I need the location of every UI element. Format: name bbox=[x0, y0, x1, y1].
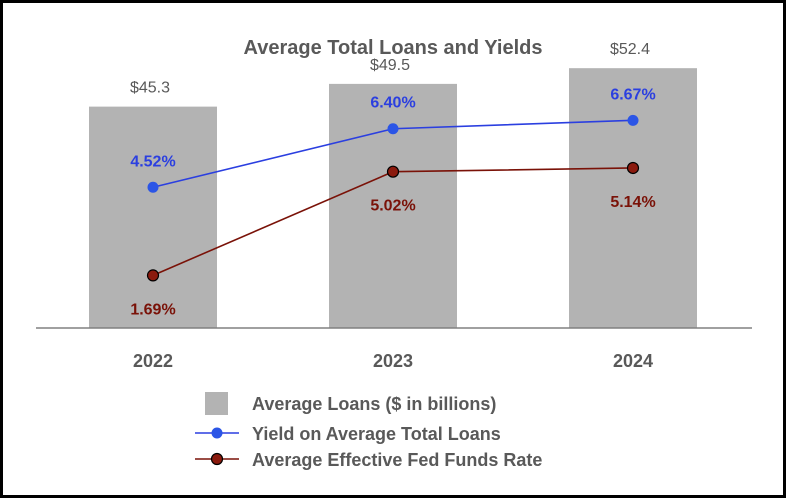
chart-title: Average Total Loans and Yields bbox=[244, 37, 543, 59]
data-label-yield: 6.40% bbox=[370, 95, 415, 112]
data-point-yield bbox=[147, 181, 159, 193]
bars-layer bbox=[89, 68, 697, 329]
bar-labels-layer: $45.3 $49.5 $52.4 bbox=[130, 41, 650, 96]
data-point-yield bbox=[627, 114, 639, 126]
x-tick-labels: 2022 2023 2024 bbox=[133, 351, 653, 371]
data-label-fed-funds: 1.69% bbox=[130, 301, 175, 318]
legend-label-bars: Average Loans ($ in billions) bbox=[252, 394, 496, 414]
x-tick-label: 2024 bbox=[613, 351, 653, 371]
legend-label-fed: Average Effective Fed Funds Rate bbox=[252, 450, 542, 470]
data-point-yield bbox=[387, 123, 399, 135]
line-labels-layer: 4.52% 6.40% 6.67% 1.69% 5.02% 5.14% bbox=[130, 86, 655, 318]
chart-svg: Average Total Loans and Yields $45.3 $49.… bbox=[36, 37, 752, 470]
data-label-fed-funds: 5.02% bbox=[370, 198, 415, 215]
data-label-yield: 6.67% bbox=[610, 86, 655, 103]
x-tick-label: 2023 bbox=[373, 351, 413, 371]
legend-swatch-bars bbox=[205, 392, 228, 415]
bar-value-label: $52.4 bbox=[610, 41, 650, 58]
bar-value-label: $45.3 bbox=[130, 80, 170, 97]
data-label-fed-funds: 5.14% bbox=[610, 194, 655, 211]
bar-2024 bbox=[569, 68, 697, 329]
data-point-fed-funds bbox=[146, 269, 160, 282]
legend-swatch-yield-marker bbox=[211, 427, 223, 439]
bar-value-label: $49.5 bbox=[370, 57, 410, 74]
legend-label-yield: Yield on Average Total Loans bbox=[252, 424, 501, 444]
legend: Average Loans ($ in billions) Yield on A… bbox=[195, 392, 542, 470]
bar-2022 bbox=[89, 106, 217, 328]
data-point-fed-funds bbox=[386, 165, 400, 178]
data-label-yield: 4.52% bbox=[130, 153, 175, 170]
data-point-fed-funds bbox=[626, 161, 640, 175]
x-tick-label: 2022 bbox=[133, 351, 173, 371]
legend-swatch-fed-marker bbox=[210, 452, 224, 466]
lines-layer bbox=[146, 114, 640, 282]
